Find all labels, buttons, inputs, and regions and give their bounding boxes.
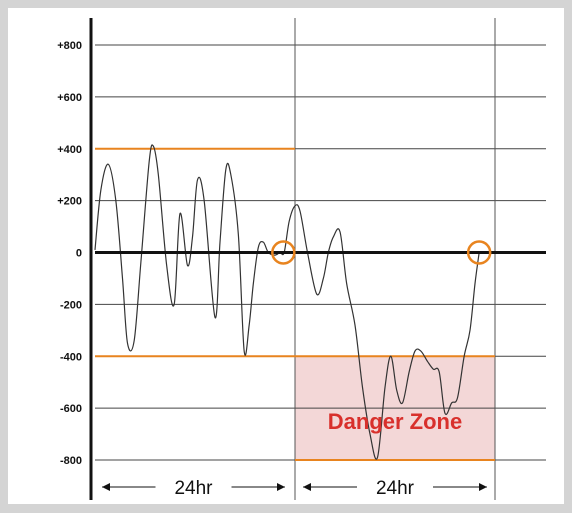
zero-crossing-marker xyxy=(466,240,492,265)
period-label: 24hr xyxy=(174,478,213,499)
y-tick-label: 0 xyxy=(76,248,82,260)
y-tick-label: -200 xyxy=(60,299,82,311)
arrow-left-icon xyxy=(303,483,311,491)
danger-zone-label: Danger Zone xyxy=(328,409,462,434)
period-label: 24hr xyxy=(376,478,415,499)
zero-crossing-marker xyxy=(271,240,296,265)
arrow-left-icon xyxy=(102,483,110,491)
y-tick-label: +400 xyxy=(57,144,82,156)
y-tick-label: +200 xyxy=(57,196,82,208)
y-tick-label: +600 xyxy=(57,92,82,104)
y-tick-label: -800 xyxy=(60,455,82,467)
y-tick-label: -400 xyxy=(60,351,82,363)
arrow-right-icon xyxy=(479,483,487,491)
y-tick-label: +800 xyxy=(57,40,82,52)
y-tick-label: -600 xyxy=(60,403,82,415)
arrow-right-icon xyxy=(277,483,285,491)
